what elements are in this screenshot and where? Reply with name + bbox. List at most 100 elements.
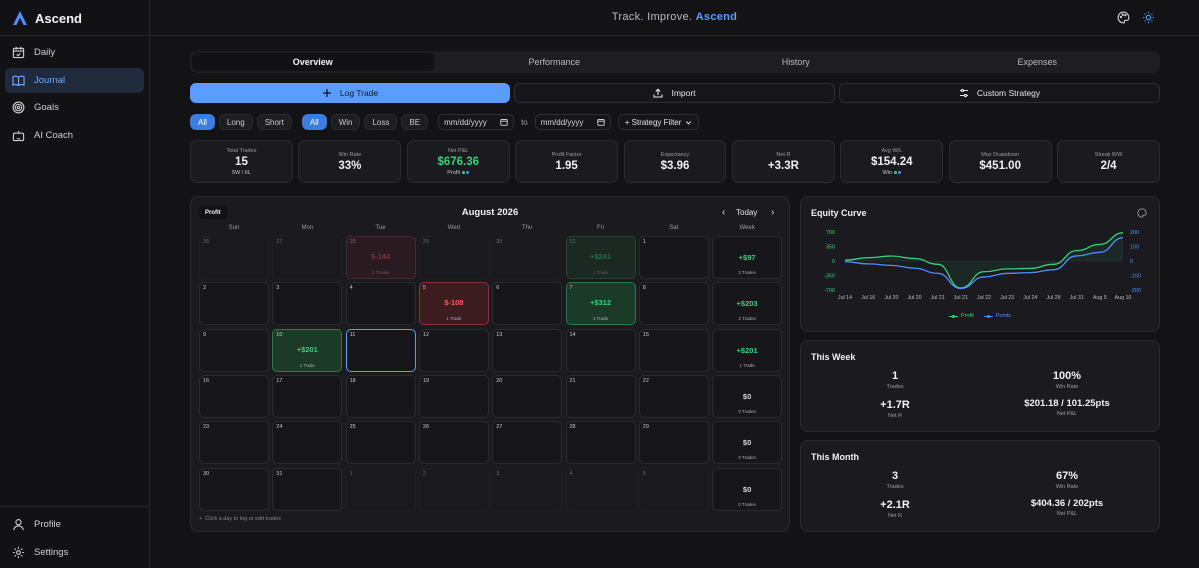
y-left-tick-label: 0 xyxy=(832,259,835,265)
calendar-day-cell[interactable]: 19 xyxy=(418,374,489,418)
import-button[interactable]: Import xyxy=(514,83,835,103)
sidebar-item-settings[interactable]: Settings xyxy=(5,540,144,565)
filter-direction-long[interactable]: Long xyxy=(218,114,253,130)
calendar-day-cell[interactable]: 20 xyxy=(492,374,563,418)
palette-icon[interactable] xyxy=(1137,208,1147,218)
calendar-day-cell[interactable]: 2 xyxy=(418,467,489,511)
calendar-day-cell[interactable]: 7 +$312 1 Trade xyxy=(565,282,636,326)
palette-icon[interactable] xyxy=(1117,11,1130,24)
day-pnl: +$201 xyxy=(296,344,318,354)
calendar-day-cell[interactable]: 12 xyxy=(418,328,489,372)
filter-direction-all[interactable]: All xyxy=(190,114,215,130)
calendar-day-cell[interactable]: 3 xyxy=(272,282,343,326)
calendar-day-cell[interactable]: 4 xyxy=(345,282,416,326)
legend-profit-label: Profit xyxy=(960,313,974,319)
x-tick-label: Jul 24 xyxy=(1023,295,1037,301)
dow-header: Sun xyxy=(228,225,240,231)
calendar-day-cell[interactable]: 11 xyxy=(345,328,416,372)
date-from-input[interactable]: mm/dd/yyyy xyxy=(438,114,515,130)
calendar-day-cell[interactable]: 2 xyxy=(199,282,269,326)
calendar-day-cell[interactable]: 24 xyxy=(272,421,343,465)
user-icon xyxy=(13,519,24,531)
sidebar-item-profile[interactable]: Profile xyxy=(5,512,144,537)
day-number: 11 xyxy=(349,331,356,338)
calendar-mode-toggle[interactable]: Profit xyxy=(199,206,227,219)
calendar-day-cell[interactable]: 1 xyxy=(345,467,416,511)
calendar-day-cell[interactable]: 4 xyxy=(565,467,636,511)
calendar-day-cell[interactable]: 10 +$201 1 Trade xyxy=(272,328,343,372)
day-number: 16 xyxy=(203,377,210,384)
sidebar-item-ai-coach[interactable]: AI Coach xyxy=(5,123,144,148)
sidebar-item-daily[interactable]: Daily xyxy=(5,40,144,65)
sidebar-item-journal[interactable]: Journal xyxy=(5,67,144,93)
strategy-filter-select[interactable]: + Strategy Filter xyxy=(617,114,700,130)
calendar-day-cell[interactable]: 17 xyxy=(272,374,343,418)
calendar-day-cell[interactable]: 28 $-144 2 Trades xyxy=(345,236,416,279)
filter-outcome-all[interactable]: All xyxy=(301,114,327,130)
calendar-day-cell[interactable]: 30 xyxy=(199,467,269,511)
chevron-down-icon xyxy=(686,120,692,125)
calendar-day-cell[interactable]: 15 xyxy=(638,328,709,372)
calendar-day-cell[interactable]: 23 xyxy=(199,421,269,465)
filter-outcome-loss[interactable]: Loss xyxy=(364,114,398,130)
metric-label: Net P&L xyxy=(1056,511,1078,517)
divider xyxy=(0,506,150,507)
stat-max-drawdown: Max Drawdown $451.00 xyxy=(948,140,1052,183)
calendar-day-cell[interactable]: 18 xyxy=(345,374,416,418)
calendar-day-cell[interactable]: 28 xyxy=(565,421,636,465)
calendar-day-cell[interactable]: 22 xyxy=(638,374,709,418)
week-trade-count: 0 Trades xyxy=(738,408,756,414)
stat-value: $3.96 xyxy=(660,159,690,172)
calendar-day-cell[interactable]: 30 xyxy=(492,236,563,279)
upload-icon xyxy=(653,88,664,98)
calendar-day-cell[interactable]: 1 xyxy=(638,236,709,279)
brand[interactable]: Ascend xyxy=(12,8,82,28)
calendar-day-cell[interactable]: 31 +$241 1 Trade xyxy=(565,236,636,279)
date-to-input[interactable]: mm/dd/yyyy xyxy=(534,114,611,130)
calendar-day-cell[interactable]: 16 xyxy=(199,374,269,418)
calendar-day-cell[interactable]: 8 xyxy=(638,282,709,326)
stat-sub-text: 5W / 6L xyxy=(231,169,251,176)
tab-performance[interactable]: Performance xyxy=(528,57,581,67)
metric-value: 1 xyxy=(891,370,899,382)
stat-label: Total Trades xyxy=(226,147,257,154)
y-right-tick-label: 0 xyxy=(1130,259,1133,265)
day-number: 5 xyxy=(422,285,426,292)
sidebar-item-goals[interactable]: Goals xyxy=(5,95,144,120)
chevron-left-icon[interactable]: ‹ xyxy=(722,207,726,218)
filter-outcome-be[interactable]: BE xyxy=(401,114,429,130)
stat-value: 33% xyxy=(338,159,362,172)
tab-overview[interactable]: Overview xyxy=(192,53,434,71)
calendar-day-cell[interactable]: 26 xyxy=(199,236,269,279)
calendar-day-cell[interactable]: 25 xyxy=(345,421,416,465)
calendar-day-cell[interactable]: 3 xyxy=(492,467,563,511)
calendar-day-cell[interactable]: 6 xyxy=(492,282,563,326)
day-number: 19 xyxy=(422,377,430,384)
day-number: 4 xyxy=(349,285,353,292)
calendar-day-cell[interactable]: 27 xyxy=(492,421,563,465)
calendar-day-cell[interactable]: 5 xyxy=(638,467,709,511)
calendar-day-cell[interactable]: 26 xyxy=(418,421,489,465)
calendar-day-cell[interactable]: 29 xyxy=(418,236,489,279)
log-trade-button[interactable]: Log Trade xyxy=(190,83,510,103)
tab-expenses[interactable]: Expenses xyxy=(1017,57,1058,67)
legend-profit[interactable]: Profit xyxy=(948,313,974,319)
custom-strategy-button[interactable]: Custom Strategy xyxy=(839,83,1160,103)
calendar-day-cell[interactable]: 5 $-108 1 Trade xyxy=(418,282,489,326)
calendar-day-cell[interactable]: 13 xyxy=(492,328,563,372)
today-button[interactable]: Today xyxy=(736,208,758,217)
chevron-right-icon[interactable]: › xyxy=(771,207,775,218)
stat-sub: Profit xyxy=(447,170,470,176)
filter-direction-short[interactable]: Short xyxy=(256,114,292,130)
calendar-day-cell[interactable]: 29 xyxy=(638,421,709,465)
calendar-day-cell[interactable]: 21 xyxy=(565,374,636,418)
calendar-day-cell[interactable]: 14 xyxy=(565,328,636,372)
calendar-day-cell[interactable]: 9 xyxy=(199,328,269,372)
calendar-day-cell[interactable]: 31 xyxy=(272,467,343,511)
filter-outcome-win[interactable]: Win xyxy=(330,114,361,130)
sun-icon[interactable] xyxy=(1142,11,1155,24)
legend-points[interactable]: Points xyxy=(983,313,1011,319)
tab-history[interactable]: History xyxy=(781,57,810,67)
calendar-day-cell[interactable]: 27 xyxy=(272,236,343,279)
stat-streak: Streak B/W 2/4 xyxy=(1057,140,1161,183)
